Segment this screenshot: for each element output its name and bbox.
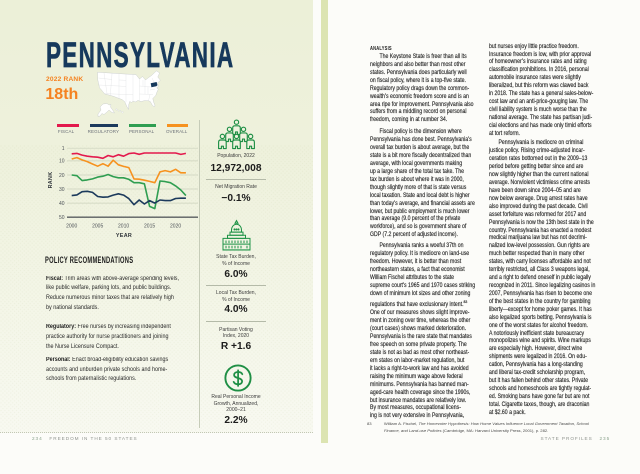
svg-text:2000: 2000	[66, 223, 77, 229]
svg-text:2010: 2010	[118, 223, 129, 229]
svg-text:2020: 2020	[170, 223, 181, 229]
svg-text:2005: 2005	[92, 223, 103, 229]
svg-text:40: 40	[59, 201, 65, 207]
svg-text:50: 50	[59, 215, 65, 221]
svg-text:30: 30	[59, 187, 65, 193]
svg-text:1: 1	[62, 146, 65, 152]
svg-text:20: 20	[59, 173, 65, 179]
svg-text:YEAR: YEAR	[116, 233, 132, 239]
svg-text:10: 10	[59, 159, 65, 165]
svg-text:2015: 2015	[144, 223, 155, 229]
svg-text:RANK: RANK	[48, 172, 54, 189]
